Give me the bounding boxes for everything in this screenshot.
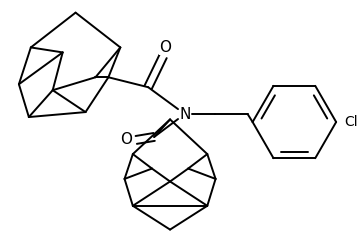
Text: N: N	[179, 107, 191, 121]
Text: O: O	[159, 40, 171, 55]
Text: O: O	[120, 132, 132, 147]
Text: Cl: Cl	[344, 115, 358, 129]
